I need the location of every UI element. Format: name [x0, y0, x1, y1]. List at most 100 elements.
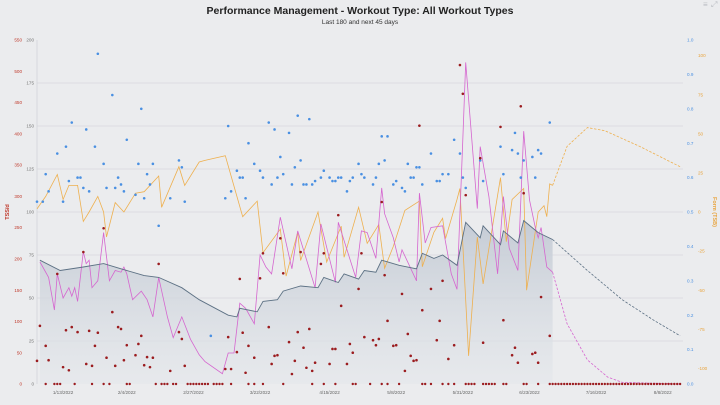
tss-point: [119, 327, 123, 331]
tss-point: [499, 125, 502, 129]
if-point: [548, 121, 552, 124]
tss-point: [47, 358, 50, 362]
tss-planned-zero-point: [664, 382, 667, 386]
hamburger-menu-icon[interactable]: ≡: [703, 0, 708, 9]
if-point: [122, 190, 126, 193]
tss-planned-zero-point: [641, 382, 644, 386]
if-point: [334, 179, 337, 183]
tss-point: [452, 343, 456, 347]
form-tick-label: 0: [698, 210, 701, 215]
if-point: [226, 124, 230, 128]
if-point: [510, 148, 514, 152]
x-tick-label: 8/8/2022: [654, 390, 672, 395]
tss-point: [502, 318, 505, 322]
tss-point: [339, 304, 343, 308]
tss-planned-zero-point: [673, 382, 676, 386]
if-point: [533, 176, 537, 179]
tss-point: [258, 276, 262, 280]
if-point: [328, 176, 331, 179]
tss-tick-label: 250: [14, 225, 22, 230]
tss-point: [148, 365, 152, 369]
if-tick-label: 0.2: [687, 313, 694, 318]
if-point: [111, 93, 114, 97]
if-point: [409, 176, 412, 179]
if-point: [403, 190, 407, 193]
tss-zero-point: [493, 382, 496, 386]
tss-point: [70, 325, 74, 329]
tss-zero-point: [212, 382, 215, 386]
if-point: [87, 190, 91, 193]
tss-zero-point: [452, 382, 456, 386]
x-tick-label: 5/31/2022: [453, 390, 474, 395]
if-point: [113, 186, 117, 190]
tss-point: [247, 344, 250, 348]
tss-point: [536, 361, 540, 365]
if-point: [93, 145, 97, 148]
tss-planned-zero-point: [649, 382, 653, 386]
if-point: [293, 165, 297, 169]
tss-zero-point: [192, 382, 195, 386]
if-point: [435, 179, 439, 183]
tss-zero-point: [198, 382, 201, 386]
if-point: [502, 172, 505, 176]
tss-point: [270, 362, 273, 366]
tss-planned-zero-point: [563, 382, 566, 386]
tss-zero-point: [334, 382, 337, 386]
tss-point: [168, 369, 172, 373]
atl-projected-line: [552, 272, 681, 385]
if-point: [44, 172, 47, 176]
tss-planned-zero-point: [655, 382, 659, 386]
tss-zero-point: [174, 382, 178, 386]
tss-point: [296, 330, 300, 334]
tss-planned-zero-point: [594, 382, 598, 386]
if-point: [151, 162, 155, 166]
if-point: [377, 162, 381, 166]
tss-zero-point: [215, 382, 218, 386]
tss-zero-point: [397, 382, 401, 386]
tss-point: [35, 359, 39, 363]
tss-point: [82, 250, 85, 254]
if-point: [313, 179, 317, 183]
if-point: [531, 155, 534, 159]
if-point: [415, 165, 418, 169]
if-point: [383, 159, 386, 162]
tss-zero-point: [386, 382, 389, 386]
ctl-tick-label: 150: [26, 124, 34, 129]
tss-zero-point: [467, 382, 470, 386]
tss-point: [122, 358, 126, 362]
if-point: [371, 183, 375, 186]
tss-point: [510, 353, 514, 357]
tss-point: [241, 331, 244, 335]
if-point: [84, 128, 88, 131]
tss-point: [299, 250, 302, 254]
if-point: [279, 155, 282, 159]
tss-point: [276, 353, 279, 357]
tss-tick-label: 150: [14, 288, 22, 293]
tss-point: [287, 340, 291, 344]
if-tick-label: 0.3: [687, 278, 694, 283]
if-point: [281, 172, 285, 176]
tss-point: [87, 329, 91, 333]
tss-tick-label: 0: [19, 382, 22, 387]
if-point: [235, 169, 239, 173]
tss-point: [279, 236, 282, 240]
tss-zero-point: [160, 382, 163, 386]
tss-zero-point: [221, 382, 224, 386]
form-tick-label: 100: [698, 53, 706, 58]
if-point: [76, 176, 79, 179]
tss-point: [293, 359, 297, 363]
tss-zero-point: [154, 382, 157, 386]
tss-tick-label: 350: [14, 163, 22, 168]
tss-zero-point: [354, 382, 357, 386]
tss-point: [360, 251, 363, 255]
form-tick-label: -100: [698, 366, 708, 371]
chart-title: Performance Management - Workout Type: A…: [207, 5, 514, 17]
tss-point: [403, 369, 407, 373]
tss-point: [336, 213, 340, 217]
if-point: [392, 183, 395, 186]
tss-planned-zero-point: [551, 382, 554, 386]
tss-point: [478, 156, 482, 160]
expand-icon[interactable]: ⤢: [710, 0, 717, 9]
if-point: [536, 148, 540, 152]
if-point: [386, 135, 389, 138]
